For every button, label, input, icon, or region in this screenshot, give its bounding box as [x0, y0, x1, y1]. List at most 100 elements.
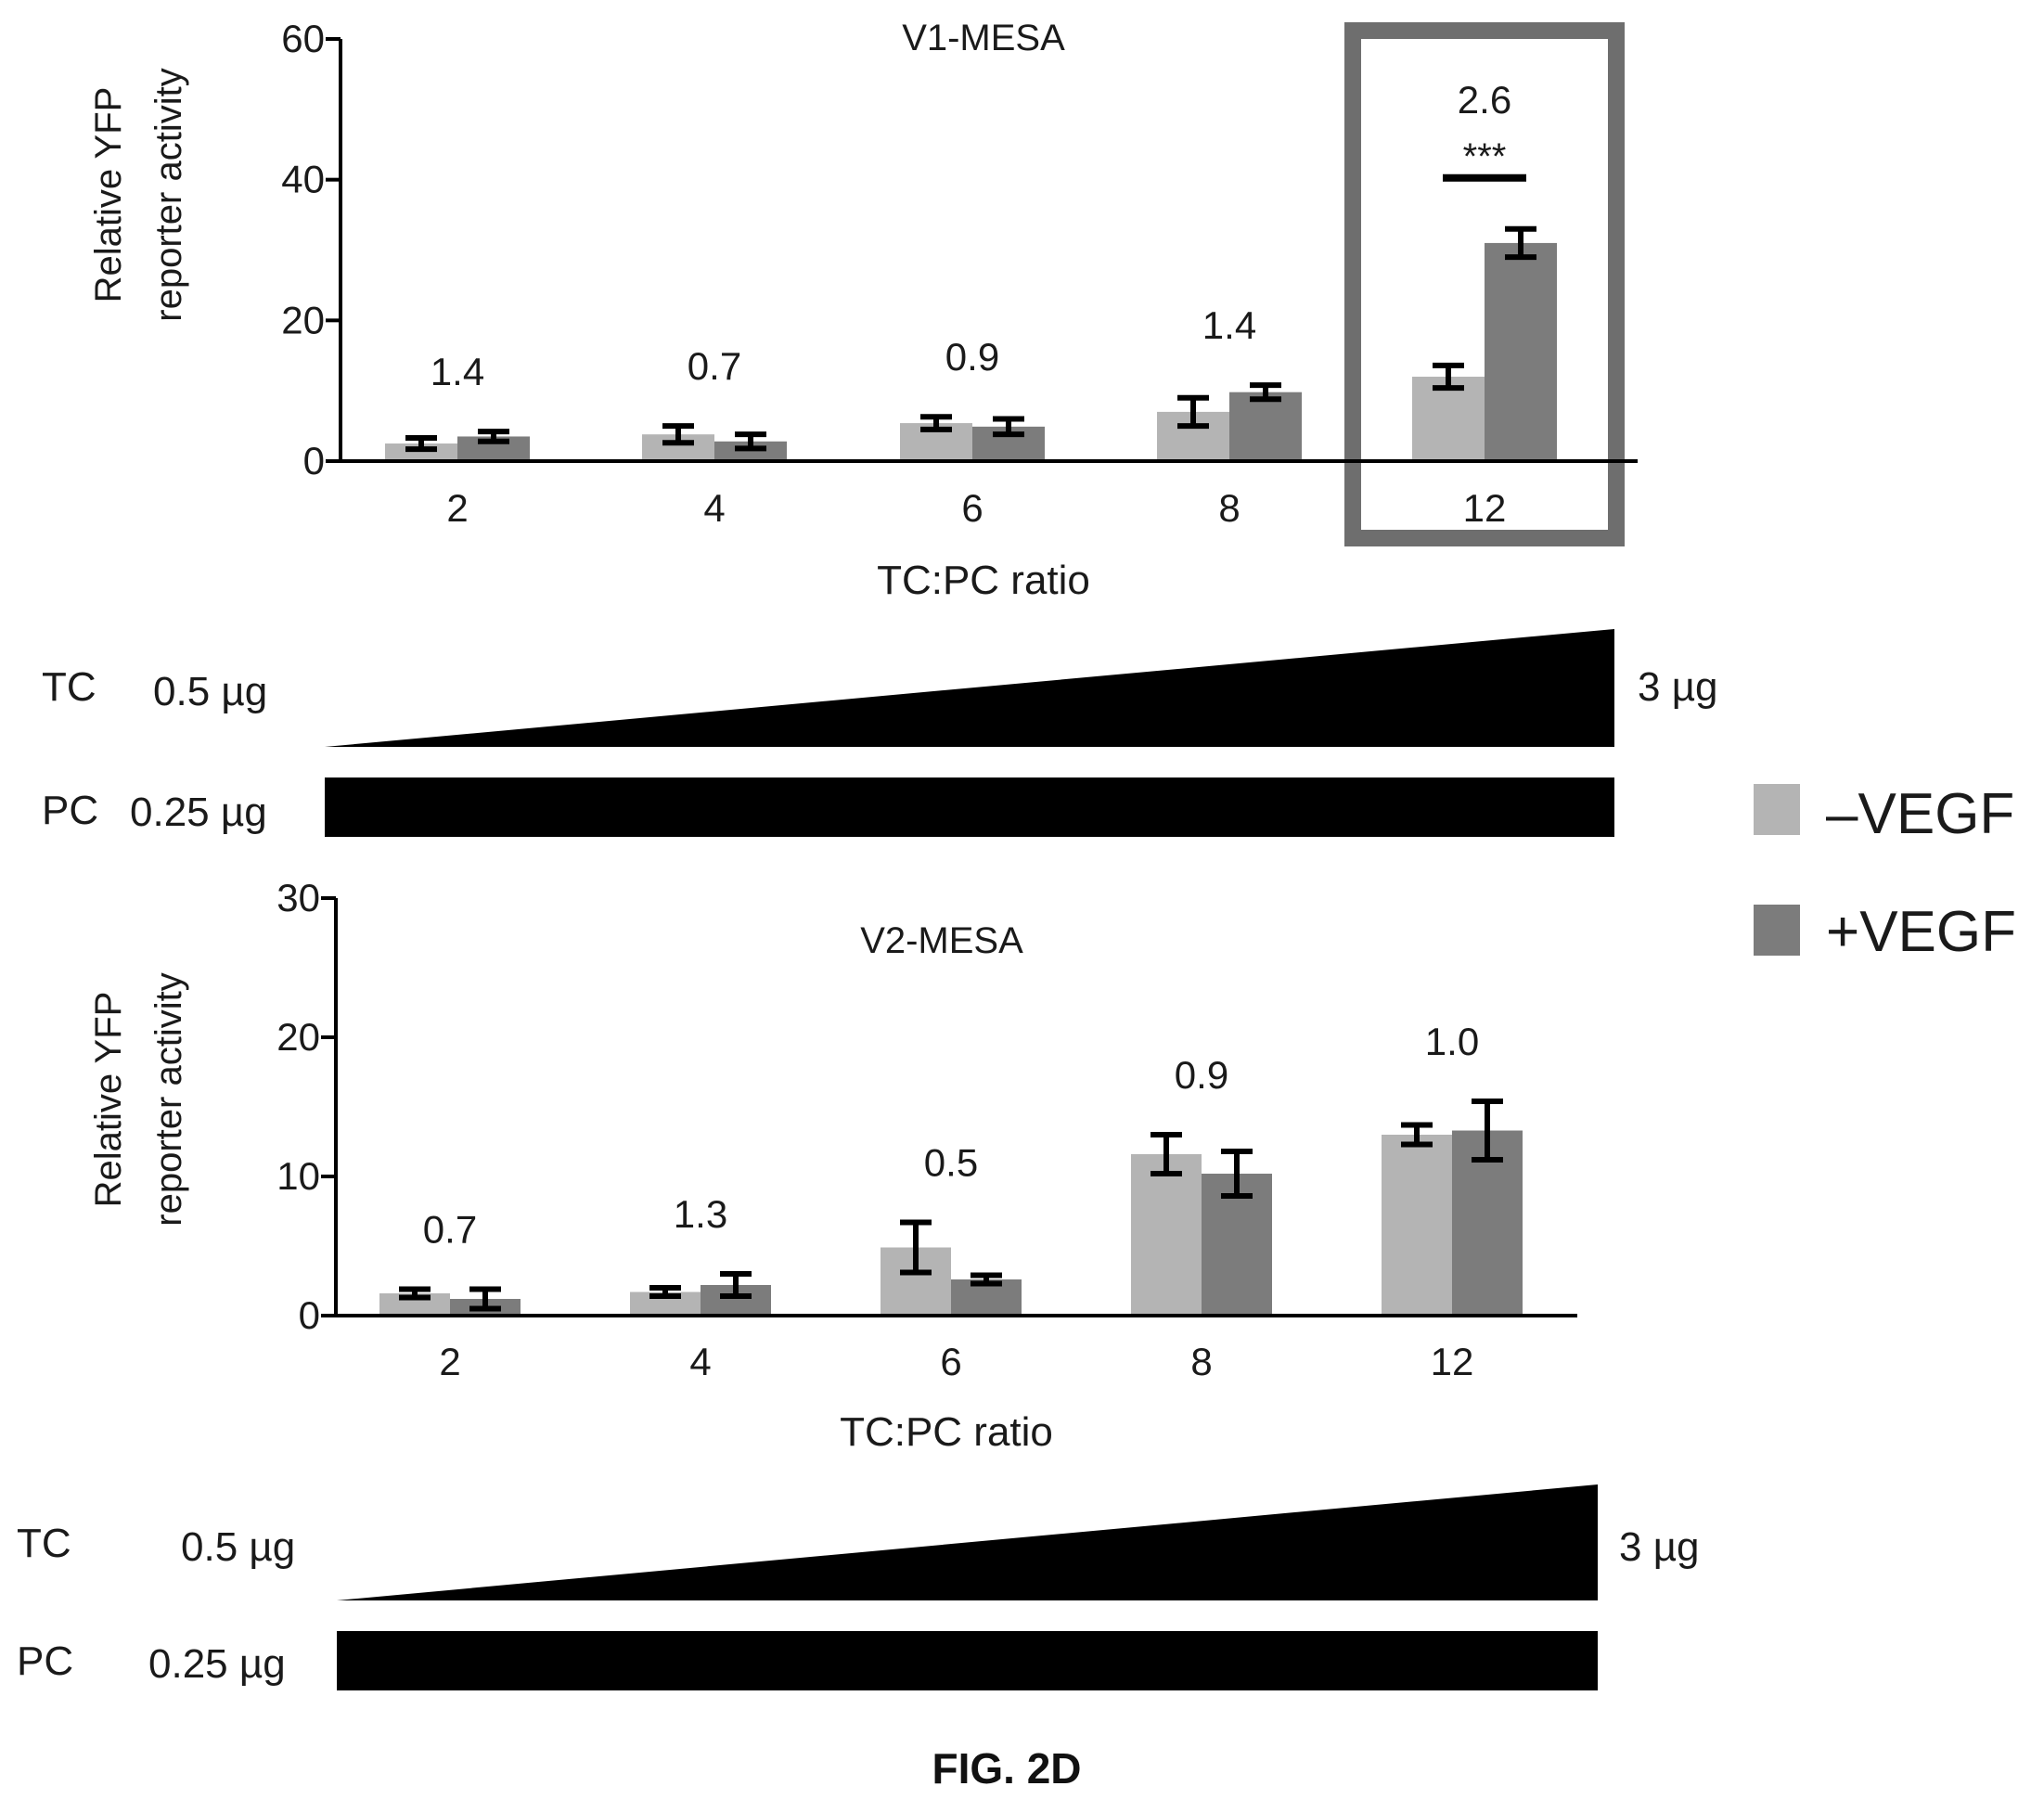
error-bar: [720, 1271, 752, 1299]
bar-plus-vegf: [1229, 392, 1302, 461]
error-bar: [405, 434, 437, 453]
error-bar: [1505, 225, 1536, 261]
error-bar: [735, 431, 766, 452]
tc-label: TC: [42, 664, 96, 710]
x-tick-label: 8: [1218, 486, 1240, 530]
bar-minus-vegf: [385, 443, 457, 461]
tc-gradient-wedge: [337, 1484, 1598, 1600]
legend-swatch-minus-vegf: [1754, 784, 1800, 835]
x-tick-label: 4: [703, 486, 725, 530]
y-tick-label: 40: [281, 158, 325, 201]
fold-change-label: 0.5: [924, 1141, 978, 1185]
pc-label: PC: [42, 788, 98, 833]
y-tick-label: 60: [281, 17, 325, 60]
y-tick-label: 20: [281, 298, 325, 341]
error-bar: [971, 1272, 1002, 1287]
fold-change-label: 1.4: [1202, 303, 1256, 347]
amount-panel-2: TC 0.5 µg 3 µg PC 0.25 µg: [17, 1484, 1700, 1690]
error-bar: [900, 1219, 932, 1276]
fold-labels: 0.7 1.3 0.5 0.9 1.0: [423, 1020, 1479, 1252]
x-tick-label: 2: [439, 1340, 460, 1383]
bar-plus-vegf: [714, 441, 787, 461]
pc-bar: [325, 777, 1614, 837]
legend-swatch-plus-vegf: [1754, 905, 1800, 956]
tc-end-amount: 3 µg: [1619, 1524, 1700, 1570]
error-bar: [1401, 1122, 1433, 1148]
y-tick-label: 0: [299, 1293, 320, 1337]
y-axis-label-line2: reporter activity: [148, 68, 189, 321]
chart-v2-mesa: V2-MESA Relative YFP reporter activity T…: [88, 876, 1577, 1455]
error-bar: [1151, 1132, 1182, 1176]
bar-minus-vegf: [1382, 1135, 1452, 1316]
pc-amount: 0.25 µg: [130, 790, 267, 835]
fold-labels: 1.4 0.7 0.9 1.4 2.6: [431, 78, 1511, 393]
error-bar: [1177, 394, 1209, 430]
tc-end-amount: 3 µg: [1638, 664, 1718, 710]
fold-change-label: 0.9: [1175, 1053, 1228, 1097]
y-ticks: 0 10 20 30: [276, 876, 336, 1337]
bar-plus-vegf: [1485, 242, 1557, 461]
fold-change-label: 2.6: [1458, 78, 1511, 122]
error-bar: [1472, 1099, 1503, 1163]
y-tick-label: 0: [303, 439, 325, 482]
error-bar: [920, 414, 952, 432]
pc-label: PC: [17, 1638, 73, 1684]
error-bar: [1221, 1149, 1253, 1199]
legend-label-minus-vegf: –VEGF: [1826, 782, 2014, 846]
tc-label: TC: [17, 1521, 71, 1566]
bars: [385, 242, 1557, 461]
error-bar: [649, 1285, 681, 1299]
legend-label-plus-vegf: +VEGF: [1826, 900, 2016, 964]
fold-change-label: 1.3: [674, 1192, 727, 1236]
fold-change-label: 1.4: [431, 350, 484, 393]
error-bar: [1250, 382, 1281, 403]
significance-stars: ***: [1463, 136, 1507, 177]
x-tick-label: 8: [1190, 1340, 1212, 1383]
error-bars: [405, 225, 1536, 453]
bar-minus-vegf: [1412, 377, 1485, 461]
y-tick-label: 30: [276, 876, 320, 919]
x-axis-label: TC:PC ratio: [877, 558, 1090, 603]
x-tick-label: 2: [446, 486, 468, 530]
fold-change-label: 0.7: [688, 344, 741, 388]
chart-title: V1-MESA: [902, 18, 1065, 58]
tc-start-amount: 0.5 µg: [153, 669, 267, 714]
legend: –VEGF +VEGF: [1754, 782, 2016, 964]
y-axis-label-line1: Relative YFP: [88, 87, 129, 303]
fold-change-label: 1.0: [1425, 1020, 1479, 1063]
error-bar: [469, 1286, 501, 1312]
y-ticks: 0 20 40 60: [281, 17, 341, 482]
error-bar: [399, 1286, 431, 1301]
fold-change-label: 0.7: [423, 1208, 477, 1252]
figure-caption: FIG. 2D: [932, 1744, 1081, 1793]
x-axis-label: TC:PC ratio: [840, 1409, 1053, 1455]
error-bars: [399, 1099, 1503, 1312]
chart-title: V2-MESA: [860, 920, 1023, 961]
error-bar: [993, 416, 1024, 438]
amount-panel-1: TC 0.5 µg 3 µg PC 0.25 µg: [42, 629, 1718, 837]
x-tick-label: 6: [940, 1340, 961, 1383]
y-axis-label-line1: Relative YFP: [88, 992, 129, 1208]
error-bar: [662, 423, 694, 446]
x-tick-label: 12: [1463, 486, 1507, 530]
y-axis-label-line2: reporter activity: [148, 972, 189, 1226]
x-tick-label: 4: [689, 1340, 711, 1383]
highlight-box: [1344, 22, 1625, 546]
chart-v1-mesa: V1-MESA Relative YFP reporter activity T…: [88, 17, 1638, 603]
y-tick-label: 20: [276, 1015, 320, 1059]
x-tick-labels: 2 4 6 8 12: [439, 1340, 1473, 1383]
y-tick-label: 10: [276, 1154, 320, 1198]
error-bar: [478, 429, 509, 444]
x-tick-labels: 2 4 6 8 12: [446, 486, 1506, 530]
error-bar: [1433, 362, 1464, 392]
pc-bar: [337, 1631, 1598, 1690]
tc-gradient-wedge: [325, 629, 1614, 747]
annotations: ***: [1344, 22, 1625, 546]
x-tick-label: 12: [1431, 1340, 1474, 1383]
x-tick-label: 6: [961, 486, 983, 530]
tc-start-amount: 0.5 µg: [181, 1524, 295, 1570]
pc-amount: 0.25 µg: [148, 1641, 286, 1687]
fold-change-label: 0.9: [945, 335, 999, 379]
bar-minus-vegf: [1131, 1154, 1202, 1316]
